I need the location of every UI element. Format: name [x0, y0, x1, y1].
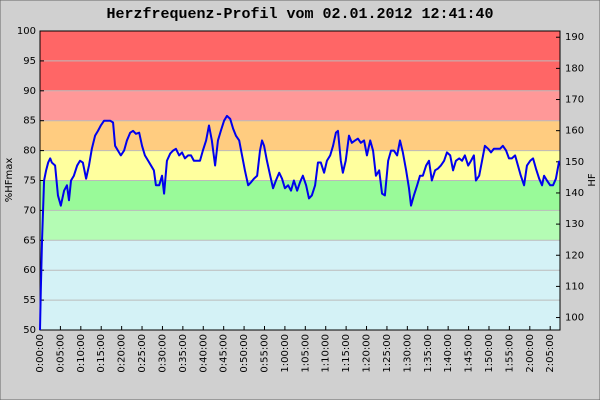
x-tick-label: 1:10:00 — [321, 334, 332, 373]
x-tick-label: 1:50:00 — [484, 334, 495, 373]
x-tick-label: 1:15:00 — [341, 334, 352, 373]
y2-tick-label: 100 — [565, 313, 584, 324]
x-tick-label: 0:45:00 — [219, 334, 230, 373]
x-tick-label: 0:40:00 — [198, 334, 209, 373]
y2-tick-label: 140 — [565, 188, 584, 199]
y-tick-label: 95 — [23, 56, 36, 67]
x-tick-label: 1:55:00 — [504, 334, 515, 373]
x-tick-label: 2:00:00 — [525, 334, 536, 373]
y2-tick-label: 170 — [565, 95, 584, 106]
y-tick-label: 100 — [17, 26, 36, 37]
x-tick-label: 1:05:00 — [300, 334, 311, 373]
x-tick-label: 1:25:00 — [382, 334, 393, 373]
x-tick-label: 1:35:00 — [423, 334, 434, 373]
plot-frame — [39, 30, 561, 331]
zone — [40, 210, 560, 241]
y2-tick-label: 150 — [565, 157, 584, 168]
series-line — [39, 114, 561, 331]
y-tick-label: 80 — [23, 146, 36, 157]
x-tick-label: 1:45:00 — [464, 334, 475, 373]
y-tick-label: 85 — [23, 116, 36, 127]
y-tick-label: 60 — [23, 265, 36, 276]
chart-title: Herzfrequenz-Profil vom 02.01.2012 12:41… — [106, 6, 493, 23]
y2-tick-label: 190 — [565, 32, 584, 43]
y-axis-label: %HFmax — [4, 158, 15, 203]
x-tick-label: 1:30:00 — [402, 334, 413, 373]
y2-tick-label: 180 — [565, 63, 584, 74]
x-tick-label: 0:50:00 — [239, 334, 250, 373]
y-tick-label: 70 — [23, 205, 36, 216]
y-tick-label: 90 — [23, 86, 36, 97]
y2-tick-label: 160 — [565, 126, 584, 137]
y-tick-label: 65 — [23, 235, 36, 246]
x-tick-label: 0:30:00 — [157, 334, 168, 373]
y-tick-label: 50 — [23, 325, 36, 336]
y2-axis-label: HF — [587, 173, 598, 187]
y2-tick-label: 110 — [565, 281, 584, 292]
x-tick-label: 2:05:00 — [545, 334, 556, 373]
y-tick-label: 75 — [23, 176, 36, 187]
x-tick-label: 0:35:00 — [178, 334, 189, 373]
x-tick-label: 1:00:00 — [280, 334, 291, 373]
zone — [40, 90, 560, 121]
x-tick-label: 0:00:00 — [35, 334, 46, 373]
zone — [40, 240, 560, 330]
x-tick-label: 0:55:00 — [259, 334, 270, 373]
x-tick-label: 0:05:00 — [55, 334, 66, 373]
x-tick-label: 0:25:00 — [137, 334, 148, 373]
y2-tick-label: 130 — [565, 219, 584, 230]
zone — [40, 180, 560, 211]
x-tick-label: 1:20:00 — [362, 334, 373, 373]
x-tick-label: 0:10:00 — [76, 334, 87, 373]
y-tick-label: 55 — [23, 295, 36, 306]
x-tick-label: 0:20:00 — [117, 334, 128, 373]
x-tick-label: 0:15:00 — [96, 334, 107, 373]
y2-tick-label: 120 — [565, 250, 584, 261]
x-tick-label: 1:40:00 — [443, 334, 454, 373]
zone — [40, 120, 560, 151]
